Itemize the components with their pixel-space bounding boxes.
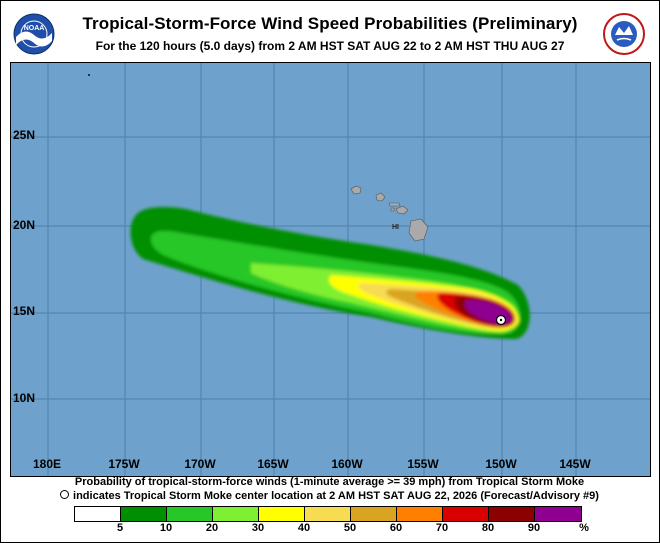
colorbar-segment-8 bbox=[443, 507, 489, 521]
lon-label-165w: 165W bbox=[257, 457, 289, 471]
storm-center-note-text: indicates Tropical Storm Moke center loc… bbox=[73, 490, 599, 502]
storm-center-note: indicates Tropical Storm Moke center loc… bbox=[10, 490, 649, 502]
lon-label-155w: 155W bbox=[407, 457, 439, 471]
colorbar-segment-10 bbox=[535, 507, 581, 521]
colorbar-label-5: 5 bbox=[116, 522, 124, 534]
lon-label-150w: 150W bbox=[485, 457, 517, 471]
lon-label-160w: 160W bbox=[331, 457, 363, 471]
lon-label-175w: 175W bbox=[108, 457, 140, 471]
island-maui bbox=[395, 205, 409, 215]
lat-label-10n: 10N bbox=[13, 391, 36, 405]
island-hawaii bbox=[408, 218, 429, 242]
colorbar-segment-2 bbox=[167, 507, 213, 521]
colorbar-label-50: 50 bbox=[343, 522, 357, 534]
tiny-island bbox=[88, 74, 90, 76]
probability-description: Probability of tropical-storm-force wind… bbox=[74, 476, 585, 488]
colorbar-label-10: 10 bbox=[159, 522, 173, 534]
nws-logo-icon bbox=[603, 13, 645, 55]
colorbar-label-80: 80 bbox=[481, 522, 495, 534]
probability-map: HI bbox=[10, 62, 651, 477]
colorbar-label-90: 90 bbox=[527, 522, 541, 534]
island-molokai bbox=[388, 202, 401, 207]
lat-label-15n: 15N bbox=[13, 304, 36, 318]
colorbar-segment-1 bbox=[121, 507, 167, 521]
colorbar-label-30: 30 bbox=[251, 522, 265, 534]
colorbar-segment-0 bbox=[75, 507, 121, 521]
island-lanai bbox=[390, 207, 395, 212]
graticule bbox=[11, 63, 650, 476]
probability-swath bbox=[130, 207, 530, 339]
noaa-logo-icon: NOAA bbox=[13, 13, 55, 55]
island-kauai bbox=[350, 185, 362, 195]
noaa-logo-text: NOAA bbox=[24, 25, 45, 32]
colorbar-label-40: 40 bbox=[297, 522, 311, 534]
lon-label-180e: 180E bbox=[32, 457, 62, 471]
storm-center-marker bbox=[495, 314, 507, 326]
colorbar-label-20: 20 bbox=[205, 522, 219, 534]
lon-label-145w: 145W bbox=[559, 457, 591, 471]
lat-label-20n: 20N bbox=[13, 218, 36, 232]
lon-label-170w: 170W bbox=[184, 457, 216, 471]
hawaii-islands bbox=[350, 185, 429, 242]
colorbar-segment-7 bbox=[397, 507, 443, 521]
island-label-hi: HI bbox=[392, 224, 399, 231]
island-oahu bbox=[375, 192, 386, 202]
colorbar-label-60: 60 bbox=[389, 522, 403, 534]
colorbar-segment-6 bbox=[351, 507, 397, 521]
lat-label-25n: 25N bbox=[13, 128, 36, 142]
colorbar-segment-4 bbox=[259, 507, 305, 521]
storm-center-legend-icon bbox=[60, 490, 70, 499]
chart-subtitle: For the 120 hours (5.0 days) from 2 AM H… bbox=[95, 39, 565, 53]
colorbar-segment-5 bbox=[305, 507, 351, 521]
colorbar-label-70: 70 bbox=[435, 522, 449, 534]
colorbar-label-percent: % bbox=[579, 522, 589, 534]
colorbar-segment-3 bbox=[213, 507, 259, 521]
chart-title: Tropical-Storm-Force Wind Speed Probabil… bbox=[82, 14, 578, 33]
probability-colorbar bbox=[74, 506, 582, 522]
colorbar-segment-9 bbox=[489, 507, 535, 521]
